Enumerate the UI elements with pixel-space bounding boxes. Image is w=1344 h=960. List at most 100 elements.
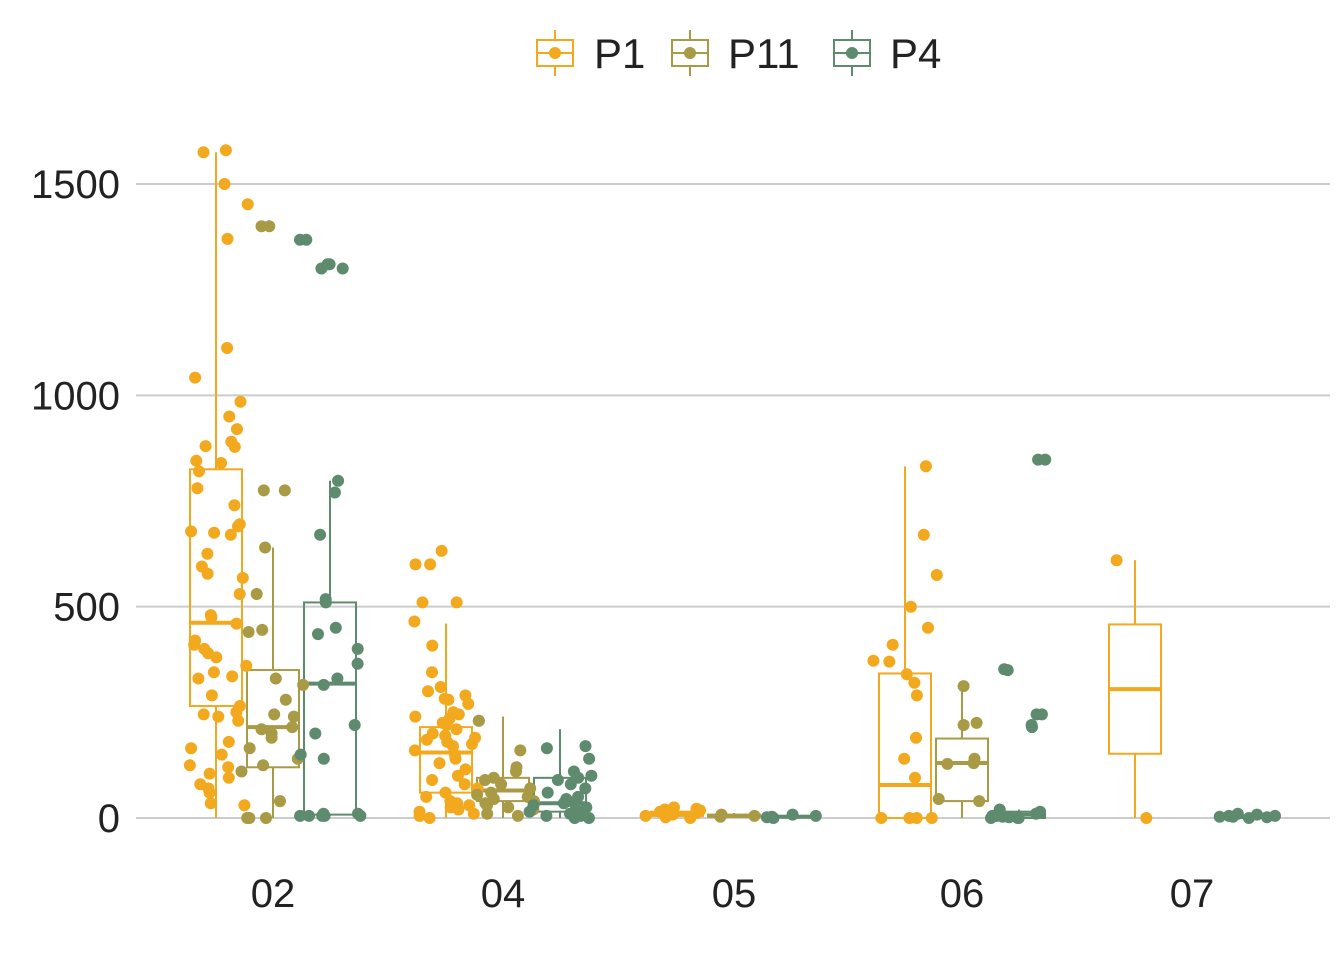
data-point-P4 <box>294 748 307 761</box>
data-point-P1 <box>867 654 880 667</box>
data-point-P11 <box>278 484 291 497</box>
data-point-P4 <box>354 809 367 822</box>
legend-key-point <box>549 47 561 59</box>
data-point-P1 <box>188 638 201 651</box>
data-point-P4 <box>568 812 581 824</box>
data-point-P1 <box>226 670 239 683</box>
data-point-P11 <box>265 731 278 744</box>
data-point-P1 <box>189 371 202 384</box>
box-P1-07 <box>1108 560 1162 818</box>
data-point-P1 <box>917 528 930 541</box>
data-point-P1 <box>233 588 246 600</box>
data-point-P1 <box>435 544 448 557</box>
data-point-P1 <box>232 714 245 727</box>
data-point-P1 <box>426 639 439 652</box>
data-point-P4 <box>580 801 593 814</box>
data-point-P1 <box>903 812 916 824</box>
data-point-P4 <box>1030 807 1042 820</box>
data-point-P4 <box>1026 721 1038 734</box>
data-point-P4 <box>1213 810 1226 823</box>
data-point-P1 <box>183 759 196 772</box>
data-point-P11 <box>479 774 491 786</box>
data-point-P1 <box>442 693 455 706</box>
data-point-P1 <box>416 596 429 609</box>
data-point-P1 <box>925 812 938 824</box>
data-point-P1 <box>424 558 437 571</box>
data-point-P4 <box>336 262 349 275</box>
data-point-P11 <box>257 484 270 497</box>
data-point-P4 <box>294 809 307 822</box>
data-point-P1 <box>223 410 236 423</box>
legend-key-point <box>684 47 696 59</box>
data-point-P4 <box>1242 812 1255 824</box>
data-point-P1 <box>910 689 923 702</box>
data-point-P4 <box>579 740 592 753</box>
data-point-P11 <box>274 795 286 808</box>
data-point-P4 <box>767 812 780 824</box>
data-point-P1 <box>236 571 249 584</box>
data-point-P1 <box>423 812 436 824</box>
x-tick-label: 07 <box>1170 872 1215 916</box>
data-point-P4 <box>1032 453 1045 466</box>
data-point-P4 <box>309 727 322 740</box>
data-point-P4 <box>585 769 598 782</box>
data-point-P1 <box>230 617 243 630</box>
data-point-P11 <box>471 788 484 801</box>
data-point-P11 <box>255 220 268 233</box>
data-point-P11 <box>510 765 522 778</box>
data-point-P1 <box>909 771 921 784</box>
data-point-P1 <box>639 809 652 822</box>
data-point-P1 <box>234 395 247 408</box>
box-body <box>303 601 357 816</box>
data-point-P11 <box>481 799 493 812</box>
data-point-P1 <box>908 676 921 689</box>
points <box>183 144 1281 824</box>
data-point-P1 <box>1110 554 1123 567</box>
data-point-P11 <box>957 680 970 693</box>
data-point-P1 <box>190 454 203 467</box>
legend-key-point <box>846 47 858 59</box>
data-point-P1 <box>684 812 697 824</box>
data-point-P1 <box>420 790 433 803</box>
data-point-P1 <box>222 771 235 784</box>
data-point-P11 <box>514 744 527 757</box>
data-point-P4 <box>809 809 822 822</box>
data-point-P1 <box>886 638 899 651</box>
data-point-P11 <box>472 714 485 727</box>
data-point-P4 <box>1030 708 1043 721</box>
data-point-P4 <box>540 742 553 755</box>
data-point-P1 <box>212 710 225 723</box>
data-point-P1 <box>458 778 471 791</box>
data-point-P4 <box>303 809 315 822</box>
data-point-P1 <box>462 697 475 710</box>
data-point-P1 <box>205 689 218 702</box>
data-point-P1 <box>426 774 439 786</box>
data-point-P11 <box>748 809 761 822</box>
data-point-P4 <box>572 790 585 803</box>
data-point-P1 <box>449 752 462 765</box>
data-point-P1 <box>900 668 913 681</box>
data-point-P4 <box>786 808 799 821</box>
data-point-P11 <box>502 801 515 814</box>
data-point-P1 <box>228 499 241 512</box>
data-point-P1 <box>875 812 888 824</box>
data-point-P11 <box>957 719 970 731</box>
data-point-P4 <box>582 812 595 824</box>
data-point-P1 <box>919 460 932 473</box>
data-point-P1 <box>193 465 205 478</box>
data-point-P1 <box>197 708 210 721</box>
data-point-P1 <box>215 748 228 761</box>
data-point-P1 <box>199 440 212 453</box>
data-point-P4 <box>312 628 324 641</box>
data-point-P1 <box>433 757 446 770</box>
data-point-P1 <box>413 809 426 822</box>
data-point-P11 <box>286 721 299 734</box>
data-point-P1 <box>232 520 244 533</box>
data-point-P4 <box>1001 664 1014 677</box>
data-point-P1 <box>426 666 438 679</box>
box-P4-02 <box>303 480 357 816</box>
data-point-P1 <box>451 769 464 782</box>
data-point-P1 <box>904 600 917 613</box>
data-point-P4 <box>540 809 553 822</box>
data-point-P11 <box>932 793 945 805</box>
